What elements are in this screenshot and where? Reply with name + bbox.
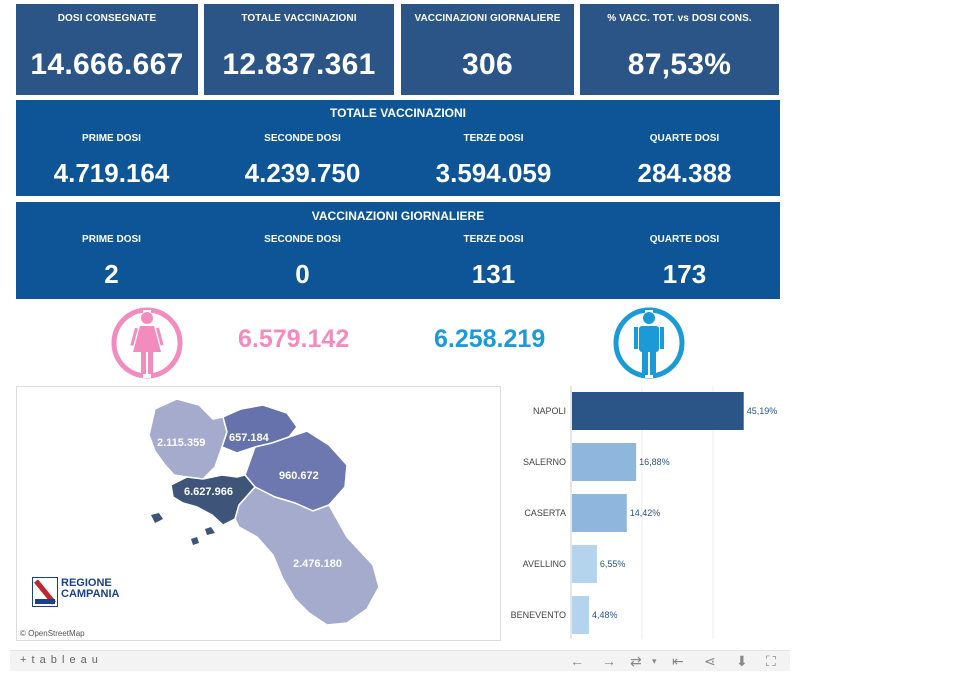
vaccinazioni-giornaliere-panel: VACCINAZIONI GIORNALIERE PRIME DOSI 2 SE… bbox=[16, 202, 780, 299]
map-label-north: 2.115.359 bbox=[157, 437, 206, 449]
logo-line2: CAMPANIA bbox=[61, 588, 120, 600]
bar-category-label: BENEVENTO bbox=[511, 610, 566, 620]
bar-value-label: 6,55% bbox=[600, 559, 626, 569]
campania-map[interactable]: 2.115.359 657.184 960.672 6.627.966 2.47… bbox=[16, 386, 501, 641]
totale-vaccinazioni-panel: TOTALE VACCINAZIONI PRIME DOSI 4.719.164… bbox=[16, 100, 780, 196]
map-label-caserta: 657.184 bbox=[229, 432, 269, 444]
giornaliere-prime-dosi: PRIME DOSI 2 bbox=[16, 234, 207, 290]
kpi-value: 12.837.361 bbox=[222, 48, 376, 81]
col-value: 4.239.750 bbox=[244, 158, 361, 188]
col-label: QUARTE DOSI bbox=[649, 234, 720, 245]
region-north bbox=[148, 398, 228, 480]
female-count: 6.579.142 bbox=[238, 325, 350, 353]
bar-value-label: 45,19% bbox=[747, 406, 778, 416]
island-capri bbox=[191, 537, 199, 545]
map-attribution[interactable]: © OpenStreetMap bbox=[20, 629, 85, 638]
col-label: SECONDE DOSI bbox=[264, 234, 341, 245]
province-bar-chart: NAPOLI 45,19% SALERNO 16,88% CASERTA 14,42% AV… bbox=[508, 386, 780, 639]
tableau-toolbar: + t a b l e a u ← → ⇄ ▾ ⇤ ⋖ ⬇ ⛶ bbox=[10, 650, 790, 671]
kpi-totale-vaccinazioni: TOTALE VACCINAZIONI 12.837.361 bbox=[204, 4, 394, 95]
bar-value-label: 16,88% bbox=[639, 457, 670, 467]
giornaliere-terze-dosi: TERZE DOSI 131 bbox=[398, 234, 589, 290]
bar-benevento[interactable] bbox=[572, 596, 590, 634]
col-label: QUARTE DOSI bbox=[649, 133, 720, 144]
map-label-avellino: 960.672 bbox=[279, 470, 319, 482]
chevron-down-icon[interactable]: ▾ bbox=[652, 656, 657, 666]
bar-caserta[interactable] bbox=[572, 494, 627, 532]
bar-category-label: SALERNO bbox=[523, 457, 566, 467]
panel-title: VACCINAZIONI GIORNALIERE bbox=[311, 209, 485, 223]
forward-icon[interactable]: → bbox=[602, 653, 616, 669]
tableau-logo[interactable]: + t a b l e a u bbox=[20, 654, 99, 666]
back-icon[interactable]: ← bbox=[570, 653, 584, 669]
col-value: 131 bbox=[471, 259, 516, 289]
col-value: 3.594.059 bbox=[435, 158, 552, 188]
logo-line1: REGIONE bbox=[61, 577, 112, 589]
col-label: PRIME DOSI bbox=[82, 133, 141, 144]
bar-category-label: AVELLINO bbox=[523, 559, 566, 569]
bar-value-label: 4,48% bbox=[592, 610, 618, 620]
region-salerno bbox=[234, 486, 380, 626]
kpi-label: VACCINAZIONI GIORNALIERE bbox=[414, 13, 561, 24]
giornaliere-seconde-dosi: SECONDE DOSI 0 bbox=[207, 234, 398, 290]
giornaliere-quarte-dosi: QUARTE DOSI 173 bbox=[589, 234, 780, 290]
kpi-dosi-consegnate: DOSI CONSEGNATE 14.666.667 bbox=[16, 4, 198, 95]
col-value: 2 bbox=[104, 259, 119, 289]
download-icon[interactable]: ⬇ bbox=[736, 653, 748, 669]
kpi-label: TOTALE VACCINAZIONI bbox=[241, 13, 357, 24]
bar-salerno[interactable] bbox=[572, 443, 637, 481]
kpi-value: 87,53% bbox=[627, 48, 732, 81]
female-icon bbox=[111, 307, 183, 379]
bar-napoli[interactable] bbox=[572, 392, 744, 430]
reset-icon[interactable]: ⇤ bbox=[672, 653, 684, 669]
bar-category-label: NAPOLI bbox=[533, 406, 566, 416]
island-procida bbox=[205, 527, 215, 535]
share-icon[interactable]: ⋖ bbox=[704, 653, 716, 669]
col-value: 4.719.164 bbox=[53, 158, 170, 188]
col-label: PRIME DOSI bbox=[82, 234, 141, 245]
totale-seconde-dosi: SECONDE DOSI 4.239.750 bbox=[207, 133, 398, 189]
revert-icon[interactable]: ⇄ bbox=[630, 653, 642, 669]
col-label: TERZE DOSI bbox=[463, 234, 524, 245]
male-icon bbox=[613, 307, 685, 379]
kpi-label: DOSI CONSEGNATE bbox=[57, 13, 157, 24]
kpi-label: % VACC. TOT. vs DOSI CONS. bbox=[607, 13, 752, 24]
kpi-value: 14.666.667 bbox=[30, 48, 184, 81]
panel-title: TOTALE VACCINAZIONI bbox=[330, 106, 466, 120]
kpi-value: 306 bbox=[462, 48, 513, 81]
col-value: 284.388 bbox=[637, 158, 732, 188]
map-shapes bbox=[148, 398, 380, 626]
totale-quarte-dosi: QUARTE DOSI 284.388 bbox=[589, 133, 780, 189]
kpi-percentuale: % VACC. TOT. vs DOSI CONS. 87,53% bbox=[580, 4, 779, 95]
fullscreen-icon[interactable]: ⛶ bbox=[766, 653, 776, 669]
col-value: 173 bbox=[662, 259, 707, 289]
campania-emblem-icon bbox=[32, 577, 58, 607]
totale-terze-dosi: TERZE DOSI 3.594.059 bbox=[398, 133, 589, 189]
col-label: TERZE DOSI bbox=[463, 133, 524, 144]
kpi-vaccinazioni-giornaliere: VACCINAZIONI GIORNALIERE 306 bbox=[401, 4, 574, 95]
bar-chart-svg: NAPOLI 45,19% SALERNO 16,88% CASERTA 14,42% AV… bbox=[511, 386, 778, 639]
bar-category-label: CASERTA bbox=[524, 508, 566, 518]
totale-prime-dosi: PRIME DOSI 4.719.164 bbox=[16, 133, 207, 189]
map-label-napoli: 6.627.966 bbox=[184, 486, 233, 498]
col-label: SECONDE DOSI bbox=[264, 133, 341, 144]
bar-avellino[interactable] bbox=[572, 545, 597, 583]
col-value: 0 bbox=[295, 259, 310, 289]
island-ischia bbox=[151, 513, 163, 523]
bar-value-label: 14,42% bbox=[630, 508, 661, 518]
map-label-salerno: 2.476.180 bbox=[293, 558, 342, 570]
male-count: 6.258.219 bbox=[434, 325, 546, 353]
